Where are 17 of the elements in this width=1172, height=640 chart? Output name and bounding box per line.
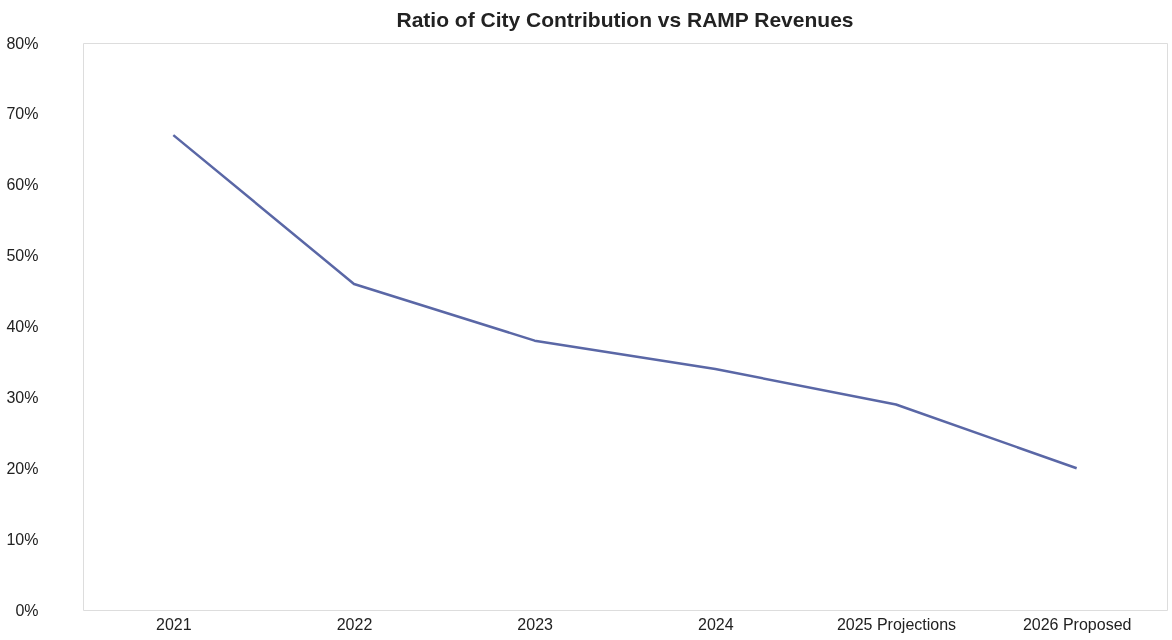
chart-title: Ratio of City Contribution vs RAMP Revenues — [396, 8, 854, 31]
y-tick-label: 40% — [6, 318, 39, 335]
y-tick-label: 30% — [6, 388, 39, 406]
x-tick-label: 2024 — [698, 615, 734, 633]
y-tick-label: 10% — [6, 530, 39, 548]
x-tick-label: 2026 Proposed — [1022, 615, 1132, 633]
y-tick-label: 80% — [6, 34, 39, 52]
x-tick-label: 2025 Projections — [836, 615, 957, 633]
line-series — [172, 133, 1078, 470]
x-tick-label: 2023 — [517, 615, 554, 633]
y-tick-label: 70% — [6, 105, 39, 123]
y-tick-label: 20% — [6, 459, 39, 477]
y-tick-label: 0% — [15, 601, 39, 619]
y-tick-label: 50% — [6, 247, 39, 265]
y-tick-label: 60% — [6, 176, 39, 194]
x-tick-label: 2021 — [156, 615, 192, 633]
x-tick-label: 2022 — [336, 615, 373, 633]
